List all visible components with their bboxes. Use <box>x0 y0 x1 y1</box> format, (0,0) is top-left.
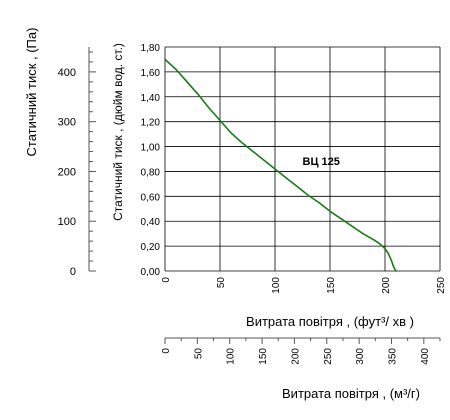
secondary-x-axis-label: Витрата повітря , (м³/г) <box>282 386 420 401</box>
secondary-x-tick-label: 350 <box>387 348 398 365</box>
secondary-x-tick-label: 400 <box>420 348 431 365</box>
secondary-y-tick-label: 300 <box>58 117 76 129</box>
secondary-y-tick-label: 200 <box>58 166 76 178</box>
x-tick-label: 0 <box>161 277 172 283</box>
x-tick-label: 150 <box>326 277 337 294</box>
secondary-y-tick-label: 0 <box>70 266 76 278</box>
secondary-y-tick-label: 400 <box>58 67 76 79</box>
secondary-x-tick-label: 100 <box>226 348 237 365</box>
x-tick-label: 200 <box>381 277 392 294</box>
primary-x-axis: 0 50 100 150 200 250 <box>161 277 447 294</box>
x-tick-label: 100 <box>271 277 282 294</box>
y-tick-label: 0,00 <box>141 267 161 278</box>
y-tick-label: 0,60 <box>141 192 161 203</box>
series-label: ВЦ 125 <box>303 156 340 168</box>
secondary-x-tick-label: 50 <box>193 348 204 360</box>
secondary-x-tick-label: 200 <box>290 348 301 365</box>
secondary-x-tick-label: 250 <box>323 348 334 365</box>
y-tick-label: 1,80 <box>141 43 161 54</box>
secondary-y-tick-label: 100 <box>58 216 76 228</box>
y-tick-label: 1,40 <box>141 93 161 104</box>
secondary-x-axis: 0 50 100 150 200 250 300 350 400 <box>161 337 441 365</box>
secondary-x-tick-label: 0 <box>161 348 172 354</box>
y-tick-label: 0,80 <box>141 167 161 178</box>
x-tick-label: 50 <box>216 277 227 289</box>
secondary-y-axis: 0 100 200 300 400 <box>58 47 96 278</box>
y-tick-label: 1,00 <box>141 143 161 154</box>
series-group: ВЦ 125 <box>164 58 397 272</box>
secondary-y-axis-label: Статичний тиск , (Па) <box>24 28 39 157</box>
secondary-x-tick-label: 300 <box>355 348 366 365</box>
y-tick-label: 0,20 <box>141 242 161 253</box>
x-tick-label: 250 <box>436 277 447 294</box>
y-tick-label: 0,40 <box>141 217 161 228</box>
secondary-x-tick-label: 150 <box>258 348 269 365</box>
x-axis-label: Витрата повітря , (фут³/ хв ) <box>246 314 414 329</box>
plot-grid <box>164 46 441 272</box>
y-tick-label: 1,60 <box>141 68 161 79</box>
y-axis-label: Статичний тиск , (дюйм вод. ст.) <box>111 43 125 221</box>
primary-y-axis: 0,00 0,20 0,40 0,60 0,80 1,00 1,20 1,40 1,60 1,80 <box>141 43 161 278</box>
series-line <box>164 58 397 272</box>
y-tick-label: 1,20 <box>141 118 161 129</box>
